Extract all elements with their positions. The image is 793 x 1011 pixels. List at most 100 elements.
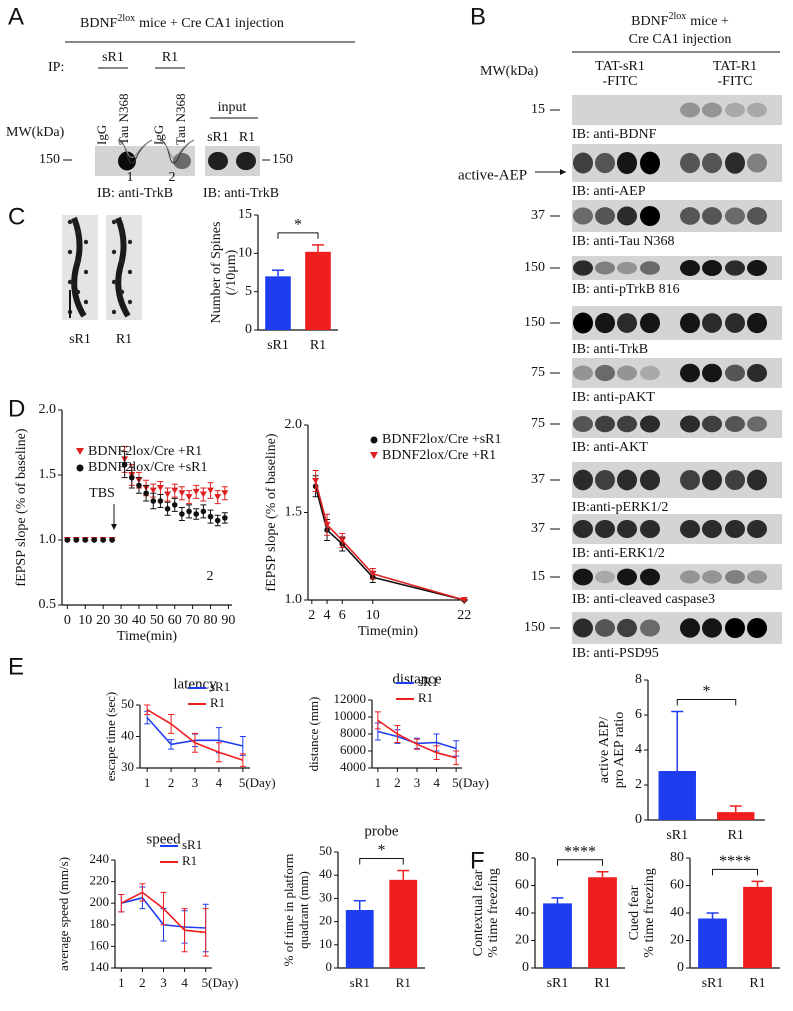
chart-title: probe xyxy=(364,823,398,839)
point xyxy=(179,511,185,517)
error-bar xyxy=(433,745,440,760)
label: TAT-R1 xyxy=(713,59,757,74)
y-tick-label: 15 xyxy=(238,207,252,222)
y-label: escape time (sec) xyxy=(103,692,118,782)
label: 15 xyxy=(531,102,545,117)
band xyxy=(702,469,722,491)
band xyxy=(702,102,722,118)
point xyxy=(64,537,71,543)
x-tick-label: sR1 xyxy=(702,976,724,991)
label: R1 xyxy=(162,50,178,65)
title-part: mice + Cre CA1 injection xyxy=(139,16,284,31)
band xyxy=(680,469,700,491)
y-tick-label: 20 xyxy=(515,933,529,948)
title-sup: 2lox xyxy=(668,11,686,22)
lane-label: IgG xyxy=(151,125,166,145)
label: 37 xyxy=(531,208,545,223)
point xyxy=(460,597,468,603)
y-tick-label: 1.0 xyxy=(285,592,303,607)
band xyxy=(595,261,615,275)
label: IB: anti-PSD95 xyxy=(572,646,659,661)
y-tick-label: 2.0 xyxy=(285,417,303,432)
label: MW(kDa) xyxy=(6,125,65,140)
x-label: Time(min) xyxy=(117,629,177,644)
legend-marker xyxy=(76,448,84,455)
x-tick-label: R1 xyxy=(728,828,744,843)
x-tick-label: 4 xyxy=(324,608,331,623)
band xyxy=(617,206,637,226)
y-label: Contextual fear xyxy=(471,869,486,956)
y-tick-label: 160 xyxy=(90,937,110,952)
band xyxy=(725,364,745,382)
spine xyxy=(119,259,125,265)
y-label: active AEP/ xyxy=(597,717,612,784)
y-tick-label: 50 xyxy=(319,843,332,858)
band xyxy=(573,312,593,334)
band xyxy=(747,207,767,225)
point xyxy=(171,487,179,494)
label: IB: anti-AEP xyxy=(572,184,646,199)
band xyxy=(747,364,767,382)
point xyxy=(157,498,164,504)
y-tick-label: 40 xyxy=(319,866,332,881)
band xyxy=(680,415,700,433)
significance-bracket xyxy=(676,699,737,706)
x-tick-label: R1 xyxy=(749,976,765,991)
x-tick-label: 2 xyxy=(394,775,401,790)
label: IB: anti-TrkB xyxy=(97,186,173,201)
band xyxy=(208,151,228,171)
x-label: Time(min) xyxy=(358,624,418,639)
x-tick-label: 90 xyxy=(221,613,235,628)
band xyxy=(680,363,700,383)
legend-label: R1 xyxy=(182,853,197,868)
band xyxy=(702,260,722,276)
point xyxy=(338,537,346,544)
y-tick-label: 200 xyxy=(90,894,110,909)
x-tick-label: 5(Day) xyxy=(452,775,489,790)
bar xyxy=(588,877,617,968)
series-line xyxy=(314,486,465,601)
point xyxy=(207,513,214,520)
x-tick-label: 2 xyxy=(139,975,146,990)
x-tick-label: 1 xyxy=(118,975,125,990)
band xyxy=(573,520,593,538)
point xyxy=(369,570,377,577)
label: IB: anti-ERK1/2 xyxy=(572,546,665,561)
band xyxy=(640,261,660,275)
trace xyxy=(117,139,153,158)
legend-label: BDNF2lox/Cre +R1 xyxy=(88,444,202,459)
band xyxy=(702,520,722,538)
band xyxy=(725,520,745,538)
point xyxy=(207,487,215,494)
label: 1 xyxy=(127,170,134,185)
bar xyxy=(658,771,696,820)
label: IB: anti-TrkB xyxy=(203,186,279,201)
label: IB: anti-BDNF xyxy=(572,127,657,142)
label: 2 xyxy=(169,170,176,185)
label: sR1 xyxy=(69,332,91,347)
band xyxy=(595,469,615,491)
label: IB: anti-pTrkB 816 xyxy=(572,282,680,297)
band xyxy=(747,570,767,584)
band xyxy=(617,415,637,433)
band xyxy=(680,102,700,118)
y-tick-label: 1.5 xyxy=(39,467,57,482)
y-tick-label: 1.5 xyxy=(285,505,303,520)
label: 150 xyxy=(524,620,545,635)
error-bar xyxy=(118,894,125,913)
label: MW(kDa) xyxy=(480,64,539,79)
point xyxy=(221,490,229,497)
point xyxy=(171,502,178,508)
point xyxy=(200,508,207,515)
band xyxy=(725,416,745,432)
y-tick-label: 40 xyxy=(670,905,684,920)
y-tick-label: 140 xyxy=(90,959,110,974)
point xyxy=(214,494,222,501)
y-tick-label: 0.5 xyxy=(39,597,57,612)
label: active-AEP xyxy=(458,167,527,183)
legend-marker xyxy=(76,464,84,472)
x-tick-label: 10 xyxy=(366,608,380,623)
x-tick-label: 4 xyxy=(181,975,188,990)
band xyxy=(173,152,191,170)
spine xyxy=(83,269,89,275)
